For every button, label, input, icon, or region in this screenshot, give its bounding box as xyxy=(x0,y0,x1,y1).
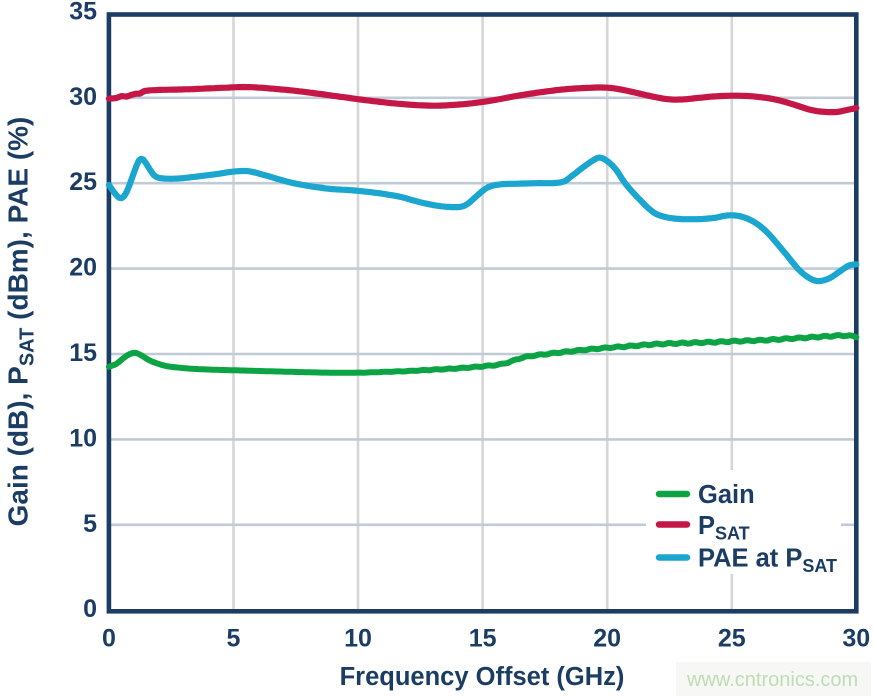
svg-text:30: 30 xyxy=(69,83,97,111)
svg-text:20: 20 xyxy=(593,625,621,653)
svg-text:15: 15 xyxy=(469,625,497,653)
svg-text:0: 0 xyxy=(83,595,97,623)
svg-text:Gain: Gain xyxy=(698,481,755,509)
svg-text:10: 10 xyxy=(69,424,97,452)
svg-text:5: 5 xyxy=(227,625,241,653)
svg-text:Gain (dB), PSAT (dBm), PAE (%): Gain (dB), PSAT (dBm), PAE (%) xyxy=(3,117,39,527)
svg-text:20: 20 xyxy=(69,254,97,282)
svg-text:25: 25 xyxy=(718,625,746,653)
svg-text:PAE at PSAT: PAE at PSAT xyxy=(698,545,837,577)
svg-text:0: 0 xyxy=(102,625,116,653)
svg-text:25: 25 xyxy=(69,168,97,196)
svg-text:Frequency Offset (GHz): Frequency Offset (GHz) xyxy=(340,663,625,691)
svg-text:5: 5 xyxy=(83,510,97,538)
svg-text:10: 10 xyxy=(344,625,372,653)
svg-text:30: 30 xyxy=(842,625,870,653)
svg-text:www.cntronics.com: www.cntronics.com xyxy=(686,669,858,691)
svg-text:35: 35 xyxy=(69,0,97,25)
svg-text:15: 15 xyxy=(69,339,97,367)
